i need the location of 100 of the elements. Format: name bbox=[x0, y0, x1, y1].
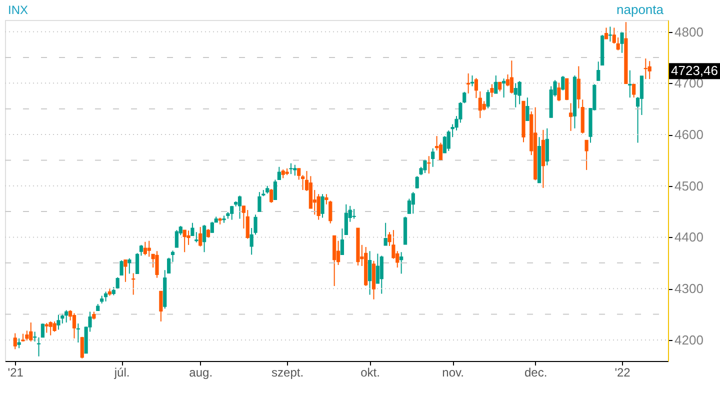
candlestick bbox=[584, 140, 588, 170]
candlestick bbox=[116, 276, 120, 289]
candlestick bbox=[644, 58, 648, 80]
candlestick bbox=[273, 179, 278, 200]
candlestick bbox=[297, 168, 301, 180]
candlestick bbox=[616, 36, 620, 51]
candlestick bbox=[147, 240, 151, 258]
candlestick bbox=[155, 250, 159, 278]
candlestick bbox=[120, 260, 124, 276]
candlestick bbox=[170, 250, 175, 262]
candlestick bbox=[632, 84, 636, 98]
candlestick bbox=[174, 230, 178, 248]
candlestick bbox=[246, 210, 250, 240]
candlestick bbox=[76, 323, 80, 344]
candlestick bbox=[411, 192, 415, 214]
candlestick bbox=[490, 84, 494, 98]
candlestick bbox=[423, 159, 427, 174]
candlestick bbox=[576, 66, 580, 109]
candlestick bbox=[198, 226, 202, 247]
candlestick bbox=[72, 312, 76, 339]
candlestick bbox=[384, 222, 388, 246]
candlestick bbox=[557, 82, 561, 102]
candlestick bbox=[400, 252, 404, 274]
candlestick bbox=[316, 194, 320, 220]
candlestick bbox=[80, 336, 84, 359]
candlestick bbox=[301, 174, 305, 190]
candlestick bbox=[40, 323, 45, 338]
candlestick bbox=[561, 75, 565, 91]
candlestick bbox=[470, 74, 474, 87]
candlestick bbox=[431, 148, 435, 168]
candlestick bbox=[289, 162, 293, 175]
x-tick-label: szept. bbox=[272, 366, 304, 380]
candlestick bbox=[510, 60, 514, 94]
candlestick bbox=[486, 89, 490, 109]
x-tick-label: okt. bbox=[360, 366, 380, 380]
candlestick bbox=[474, 78, 478, 99]
candlestick bbox=[340, 228, 344, 256]
chart-title: INX bbox=[8, 3, 28, 17]
candlestick bbox=[13, 332, 17, 350]
candlestick bbox=[277, 166, 281, 180]
candlestick bbox=[128, 258, 132, 274]
candlestick bbox=[568, 102, 573, 132]
candlestick bbox=[33, 331, 37, 342]
candlestick bbox=[210, 221, 214, 234]
candlestick bbox=[124, 259, 128, 282]
candlestick bbox=[293, 164, 297, 176]
text: 4723,46 bbox=[671, 63, 718, 78]
y-tick-label: 4200 bbox=[674, 332, 704, 348]
y-tick-label: 4300 bbox=[674, 281, 704, 296]
candlestick bbox=[25, 330, 29, 341]
candlestick bbox=[565, 78, 569, 101]
candlestick bbox=[143, 241, 147, 256]
x-tick-label: júl. bbox=[113, 366, 130, 380]
candlestick bbox=[159, 290, 163, 322]
candlestick bbox=[269, 188, 274, 204]
candlestick bbox=[238, 195, 242, 220]
candlestick bbox=[132, 272, 136, 296]
candlestick bbox=[194, 232, 198, 243]
x-tick-label: '22 bbox=[614, 366, 631, 380]
candlestick bbox=[29, 322, 33, 342]
candlestick bbox=[182, 230, 186, 253]
candlestick bbox=[628, 70, 632, 98]
candlestick bbox=[202, 224, 206, 253]
candlestick bbox=[48, 320, 52, 336]
text: naponta bbox=[616, 2, 664, 17]
candlestick bbox=[230, 205, 234, 220]
candlestick bbox=[368, 250, 372, 296]
candlestick bbox=[514, 82, 518, 108]
candlestick bbox=[648, 60, 652, 80]
y-tick-label: 4500 bbox=[674, 178, 704, 194]
candlestick bbox=[604, 27, 608, 40]
candlestick bbox=[52, 320, 56, 332]
candlestick bbox=[478, 90, 482, 119]
candlestick bbox=[545, 128, 549, 166]
candlestick bbox=[466, 72, 470, 94]
candlestick bbox=[44, 322, 48, 334]
x-tick-label: '21 bbox=[8, 366, 24, 380]
candlestick bbox=[526, 97, 530, 122]
x-tick-label: aug. bbox=[189, 366, 213, 380]
candlestick bbox=[502, 78, 506, 98]
candlestick bbox=[427, 156, 431, 174]
candlestick bbox=[352, 208, 356, 220]
candlestick bbox=[104, 291, 108, 302]
y-tick-label: 4600 bbox=[674, 127, 704, 142]
candlestick bbox=[56, 314, 60, 330]
candlestick bbox=[498, 82, 502, 92]
candlestick bbox=[64, 310, 68, 323]
y-tick-label: 4400 bbox=[674, 230, 704, 245]
candlestick bbox=[17, 338, 21, 349]
candlestick bbox=[36, 336, 41, 357]
candlestick bbox=[482, 100, 486, 111]
candlestick bbox=[415, 176, 419, 189]
candlestick bbox=[320, 194, 324, 218]
candlestick bbox=[344, 204, 348, 236]
x-tick-label: nov. bbox=[442, 366, 464, 380]
candlestick bbox=[258, 192, 262, 212]
candlestick bbox=[494, 74, 498, 94]
x-tick-label: dec. bbox=[524, 366, 548, 380]
y-tick-label: 4800 bbox=[674, 24, 704, 40]
candlestick bbox=[620, 32, 624, 54]
